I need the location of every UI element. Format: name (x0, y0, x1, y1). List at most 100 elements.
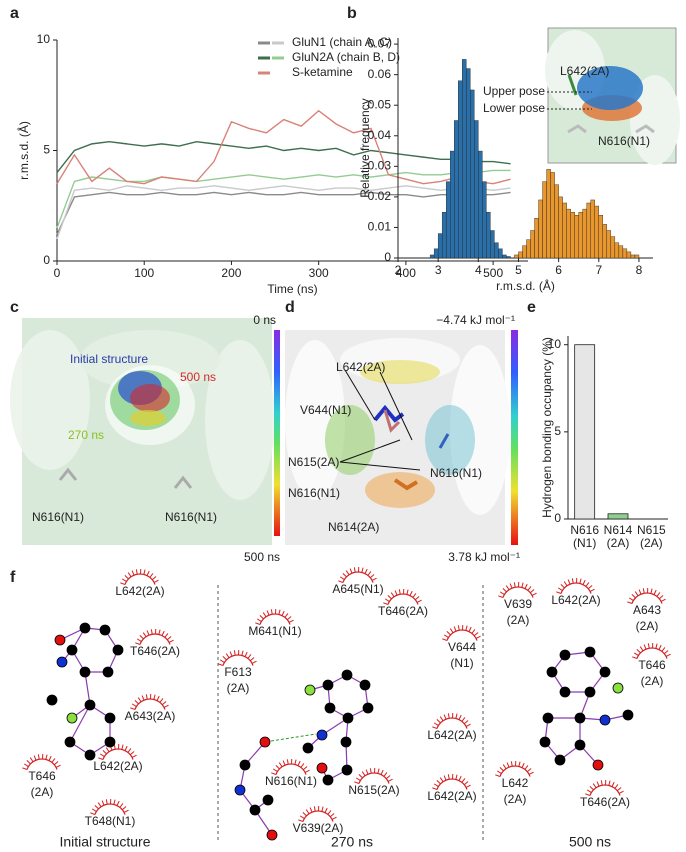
arc-tick (414, 596, 420, 601)
residue-label: L642(2A) (551, 593, 600, 607)
contact-arc (498, 581, 537, 598)
residue-label: N615(2A) (348, 783, 399, 797)
atom (584, 646, 596, 658)
arc-tick (145, 694, 148, 700)
arc-tick (294, 759, 297, 765)
arc-tick (557, 587, 563, 591)
arc-tick (229, 651, 233, 657)
arc-tick (443, 714, 447, 720)
hist-bar (526, 239, 531, 259)
arc-tick (149, 573, 154, 578)
arc-tick (433, 783, 439, 787)
arc-tick (146, 570, 150, 576)
arc (631, 592, 663, 604)
arc-tick (579, 578, 582, 584)
arc-tick (321, 806, 324, 812)
arc-tick (219, 659, 225, 663)
hist-bar (498, 248, 503, 259)
atom (574, 739, 586, 751)
arc-tick (345, 570, 350, 576)
hist-bar (437, 233, 443, 259)
arc-tick (632, 656, 638, 659)
arc-tick (300, 763, 305, 768)
arc (139, 633, 171, 645)
hist-bar (634, 254, 640, 259)
arc-tick (299, 815, 305, 819)
y-tick-label: 0.01 (368, 220, 392, 234)
atom (54, 634, 66, 646)
arc-tick (136, 638, 142, 642)
arc-tick (278, 609, 281, 615)
x-tick-label: 8 (636, 263, 643, 277)
hist-bar (606, 230, 612, 259)
contact-arc (354, 767, 393, 784)
arc-tick (244, 651, 248, 657)
arc-tick (653, 589, 657, 595)
arc-tick (446, 631, 451, 636)
residue-label: N616(N1) (265, 774, 317, 788)
arc-tick (113, 744, 116, 750)
arc-tick (449, 628, 454, 634)
arc-tick (271, 772, 277, 775)
arc-tick (443, 634, 449, 638)
arc-tick (241, 650, 244, 656)
arc-tick (465, 784, 471, 788)
atom (239, 759, 251, 771)
hist-bar (514, 254, 519, 259)
arc-tick (589, 786, 594, 791)
hist-bar (594, 205, 599, 259)
atom (622, 709, 634, 721)
arc-tick (461, 778, 466, 783)
arc-tick (412, 593, 417, 598)
arc-tick (383, 602, 389, 605)
arc (102, 748, 134, 760)
atom (574, 712, 586, 724)
arc (302, 810, 334, 822)
arc-tick (531, 592, 537, 596)
arc (275, 763, 307, 775)
x-tick-label: 500 (483, 266, 503, 280)
series-line (56, 169, 511, 229)
residue-label: (2A) (636, 619, 659, 633)
arc (259, 613, 291, 625)
arc-tick (463, 720, 469, 725)
arc-tick (119, 803, 124, 808)
hist-bar (454, 120, 459, 259)
arc-tick (233, 650, 236, 656)
atom (259, 736, 271, 748)
hist-bar (433, 248, 439, 259)
x-tick-label: 200 (221, 266, 241, 280)
arc-tick (439, 716, 444, 722)
structure-label: 270 ns (68, 428, 104, 442)
atom (104, 736, 116, 748)
arc-tick (502, 588, 507, 593)
arc-tick (53, 761, 59, 766)
x-tick-label: 400 (396, 266, 416, 280)
arc-tick (642, 588, 645, 594)
hist-bar (530, 230, 535, 259)
arc-tick (99, 753, 105, 757)
arc-tick (143, 569, 146, 575)
arc-tick (131, 570, 135, 576)
residue-label: V639 (504, 597, 532, 611)
atom (84, 749, 96, 761)
hydrogen-bond (270, 733, 317, 742)
contact-arc (442, 624, 481, 641)
arc-tick (505, 585, 510, 591)
arc-tick (124, 575, 129, 580)
contact-arc (271, 758, 310, 775)
hist-bar (546, 169, 551, 259)
arc-tick (256, 618, 262, 622)
arc-tick (364, 568, 368, 574)
caption: Initial structure (59, 834, 150, 850)
atom (362, 702, 374, 714)
arc (342, 571, 374, 583)
residue-label: L642 (502, 776, 529, 790)
arc-tick (475, 635, 481, 639)
atom (79, 622, 91, 634)
residue-label: V644 (448, 640, 476, 654)
residue-label: (2A) (507, 613, 530, 627)
bond (84, 671, 91, 706)
arc-tick (592, 783, 597, 789)
